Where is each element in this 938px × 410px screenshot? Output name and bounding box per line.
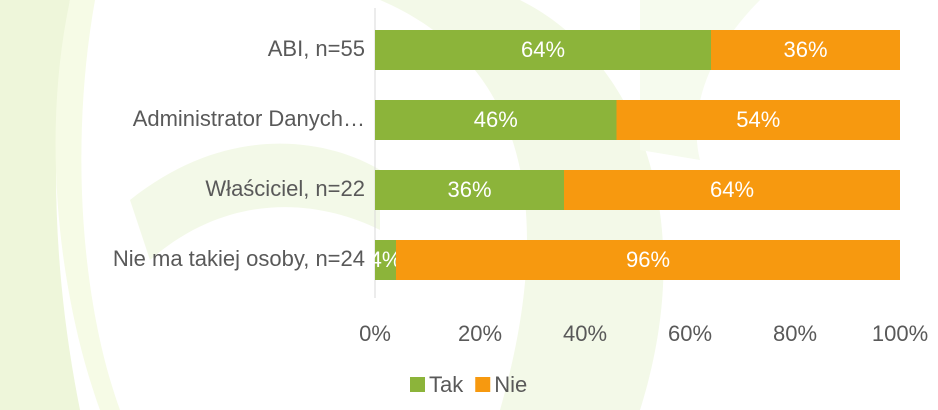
category-label: Właściciel, n=22 (205, 176, 365, 201)
x-tick-label: 40% (563, 321, 607, 346)
category-label: Administrator Danych… (133, 106, 365, 131)
category-label: Nie ma takiej osoby, n=24 (113, 246, 365, 271)
bar-segment (396, 240, 900, 280)
x-tick-label: 0% (359, 321, 391, 346)
legend-label: Nie (494, 372, 527, 397)
value-label: 36% (783, 37, 827, 62)
x-tick-label: 60% (668, 321, 712, 346)
legend-label: Tak (429, 372, 464, 397)
bar-segment (375, 100, 617, 140)
value-label: 46% (474, 107, 518, 132)
bar-segment (375, 240, 396, 280)
legend-swatch (410, 377, 425, 392)
category-label: ABI, n=55 (268, 36, 365, 61)
x-tick-label: 100% (872, 321, 928, 346)
bar-segment (616, 100, 900, 140)
bar-segment (711, 30, 900, 70)
x-tick-label: 20% (458, 321, 502, 346)
value-label: 96% (626, 247, 670, 272)
value-label: 64% (710, 177, 754, 202)
legend-swatch (475, 377, 491, 392)
bar-segment (375, 30, 711, 70)
x-tick-label: 80% (773, 321, 817, 346)
bar-segment (375, 170, 564, 210)
value-label: 54% (736, 107, 780, 132)
bar-segment (564, 170, 900, 210)
value-label: 64% (521, 37, 565, 62)
value-label: 36% (447, 177, 491, 202)
